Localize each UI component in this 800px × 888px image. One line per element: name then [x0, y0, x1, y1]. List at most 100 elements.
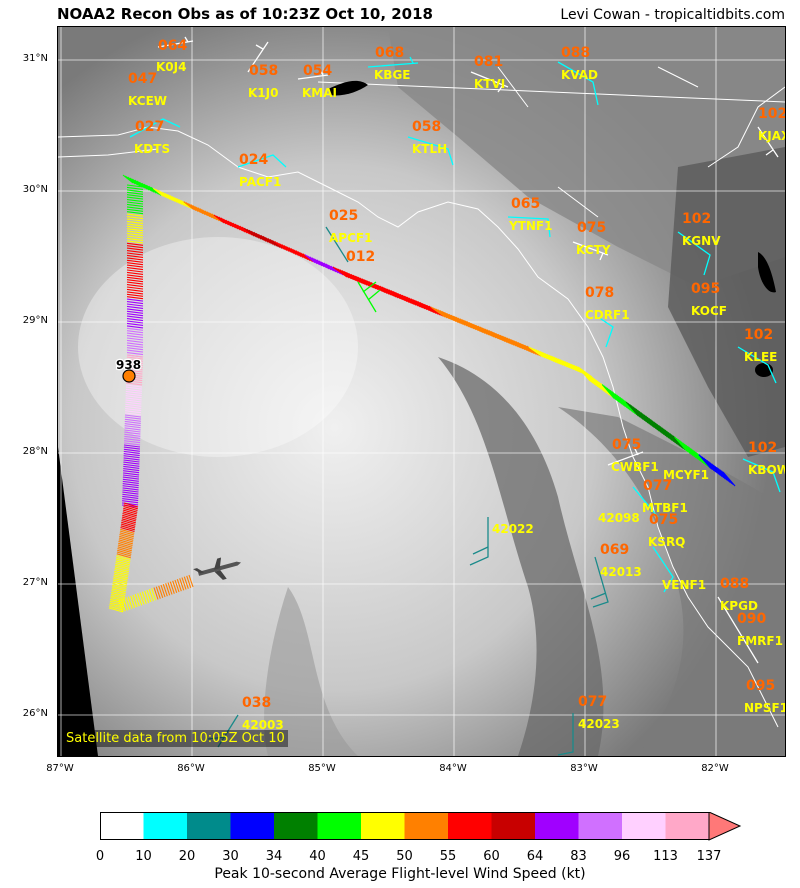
track-barb [131, 178, 143, 188]
track-barb [124, 423, 141, 427]
track-barb [125, 401, 142, 405]
lat-label-26: 26°N [22, 708, 48, 719]
track-barb [320, 261, 332, 271]
track-barb [111, 586, 127, 592]
station-pressure: 047 [128, 71, 157, 87]
track-barb [274, 240, 286, 250]
track-barb [126, 247, 144, 251]
station-pressure: 054 [303, 63, 332, 79]
track-barb [124, 425, 141, 429]
track-barb [285, 246, 297, 256]
track-barb [122, 509, 138, 515]
station-id: KBGE [374, 68, 411, 82]
track-barb [278, 243, 290, 252]
track-barb [126, 310, 144, 314]
aircraft-icon [193, 557, 242, 580]
track-barb [127, 596, 133, 609]
station-id: 42022 [492, 522, 534, 536]
track-barb [126, 284, 144, 288]
track-barb [122, 514, 137, 520]
track-barb [134, 594, 140, 607]
track-barb [125, 403, 142, 407]
track-barb [121, 516, 137, 522]
track-barb [124, 420, 141, 424]
track-barb [123, 459, 140, 463]
track-barb [352, 274, 368, 286]
station-pressure: 102 [748, 440, 777, 456]
track-barb [126, 220, 144, 224]
lon-label-87: 87°W [46, 763, 74, 774]
track-barb [548, 354, 564, 366]
station-id: MTBF1 [642, 501, 688, 515]
track-barb [377, 284, 392, 296]
track-barb [153, 587, 159, 600]
track-barb [125, 390, 142, 394]
coastline [58, 66, 785, 728]
track-barb [122, 489, 139, 493]
track-barb [302, 253, 314, 263]
track-barb [126, 237, 144, 241]
track-barb [334, 267, 350, 279]
track-barb [126, 354, 144, 358]
track-barb [123, 507, 138, 513]
lon-label-83: 83°W [570, 763, 598, 774]
colorbar-tick-label: 137 [696, 849, 722, 864]
track-barb [126, 240, 144, 244]
track-barb [123, 504, 138, 510]
track-barb [126, 313, 144, 317]
lon-label-85: 85°W [308, 763, 336, 774]
track-barb [124, 442, 141, 446]
track-barb [288, 247, 300, 257]
track-barb [211, 213, 223, 223]
track-barb [126, 233, 144, 237]
station-pressure: 058 [412, 119, 441, 135]
track-barb [598, 381, 612, 397]
track-barb [166, 193, 178, 203]
track-barb [126, 184, 144, 188]
colorbar-tick-label: 30 [222, 849, 239, 864]
track-barb [134, 179, 146, 189]
track-barb [218, 216, 230, 226]
track-barb [125, 597, 131, 610]
station-id: NPSF1 [744, 701, 785, 715]
track-barb [555, 357, 571, 369]
track-barb [122, 174, 134, 184]
station-id: FMRF1 [737, 634, 783, 648]
track-barb [262, 235, 274, 245]
track-barb [126, 213, 144, 217]
track-barb [116, 554, 131, 561]
colorbar-cell [143, 812, 187, 840]
track-barb [155, 188, 167, 198]
track-barb [155, 586, 161, 599]
track-barb [146, 589, 152, 603]
colorbar [100, 812, 742, 841]
track-barb [253, 231, 265, 241]
station-id: CDRF1 [585, 308, 630, 322]
track-barb [126, 298, 144, 302]
track-barb [126, 301, 144, 305]
track-barb [112, 584, 127, 590]
track-barb [524, 344, 539, 356]
track-barb [114, 568, 129, 575]
track-barb [126, 203, 144, 207]
track-barb [126, 228, 144, 232]
track-barb [124, 427, 141, 431]
track-barb [122, 491, 139, 495]
track-barb [152, 187, 164, 197]
track-barb [114, 567, 129, 573]
track-barb [164, 192, 176, 202]
track-barb [685, 444, 699, 460]
track-barb [327, 264, 339, 274]
track-barb [126, 360, 143, 364]
center-marker-icon [122, 369, 136, 383]
track-barb [122, 483, 139, 487]
track-barb [122, 476, 139, 480]
track-barb [118, 540, 133, 547]
colorbar-tick-label: 60 [483, 849, 500, 864]
track-barb [122, 500, 139, 504]
station-pressure: 069 [600, 542, 629, 558]
track-barb [118, 599, 124, 613]
track-barb [120, 528, 135, 534]
track-barb [124, 429, 141, 433]
track-barb [183, 201, 195, 211]
